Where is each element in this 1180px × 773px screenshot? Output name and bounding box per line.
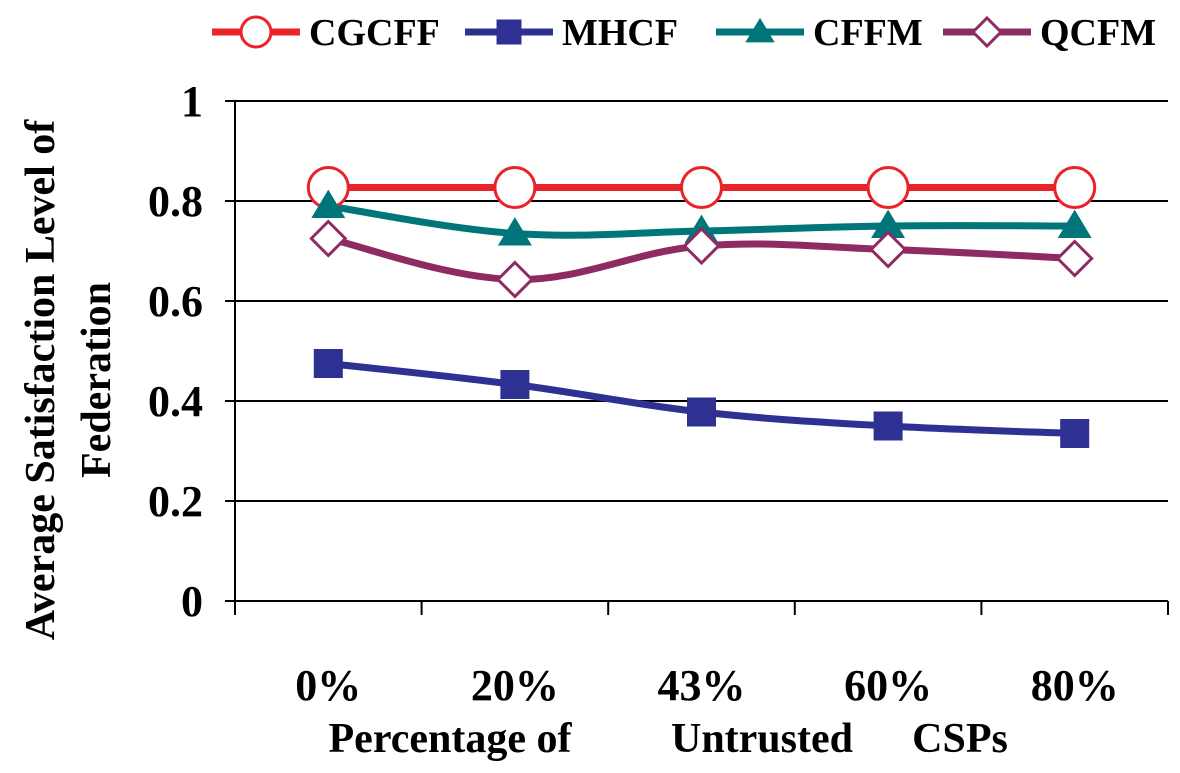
x-tick-label: 20%	[471, 661, 559, 710]
x-axis-title-part3: CSPs	[912, 716, 1008, 762]
y-axis-title-line2: Federation	[74, 282, 120, 478]
point-qcfm	[868, 230, 908, 269]
y-tick-label: 0	[181, 577, 203, 626]
point-cgcff	[493, 166, 537, 209]
legend-label-mhcf: MHCF	[562, 12, 678, 54]
y-tick-label: 0.4	[148, 377, 203, 426]
point-mhcf	[500, 370, 530, 399]
y-tick-labels: 0 0.2 0.4 0.6 0.8 1	[148, 77, 203, 626]
axes	[225, 100, 1169, 615]
point-qcfm	[682, 226, 721, 266]
x-tick-labels: 0% 20% 43% 60% 80%	[295, 661, 1118, 710]
point-mhcf	[1060, 419, 1090, 448]
point-cgcff	[866, 166, 910, 209]
legend-label-cffm: CFFM	[813, 12, 923, 54]
x-tick-label: 0%	[295, 661, 361, 710]
point-mhcf	[687, 397, 716, 427]
gridlines	[235, 100, 1168, 502]
point-cffm	[1057, 209, 1092, 239]
legend-label-cgcff: CGCFF	[309, 12, 440, 54]
point-mhcf	[313, 349, 343, 378]
y-tick-label: 0.8	[148, 177, 203, 226]
y-tick-label: 0.2	[148, 477, 203, 526]
legend: CGCFF MHCF CFFM QCFM	[212, 12, 1156, 54]
legend-marker-cffm	[745, 17, 775, 43]
point-cgcff	[680, 166, 723, 209]
legend-marker-mhcf	[496, 19, 522, 45]
point-qcfm	[309, 219, 348, 258]
legend-marker-cgcff	[239, 15, 273, 49]
x-tick-label: 43%	[658, 661, 746, 710]
point-cffm	[497, 217, 532, 246]
point-cgcff	[1053, 166, 1097, 209]
point-mhcf	[873, 411, 903, 441]
y-tick-label: 1	[181, 77, 203, 126]
point-qcfm	[1055, 239, 1094, 278]
x-tick-label: 60%	[844, 661, 932, 710]
legend-label-qcfm: QCFM	[1040, 12, 1156, 54]
y-tick-label: 0.6	[148, 277, 203, 326]
x-axis-title-part1: Percentage of	[329, 716, 573, 762]
x-tick-label: 80%	[1031, 661, 1119, 710]
y-axis-title-line1: Average Satisfaction Level of	[18, 119, 64, 641]
point-cffm	[311, 189, 346, 219]
x-axis-title-part2: Untrusted	[671, 716, 853, 762]
point-qcfm	[495, 260, 535, 299]
legend-marker-qcfm	[970, 15, 1004, 49]
series-lines	[306, 166, 1097, 448]
